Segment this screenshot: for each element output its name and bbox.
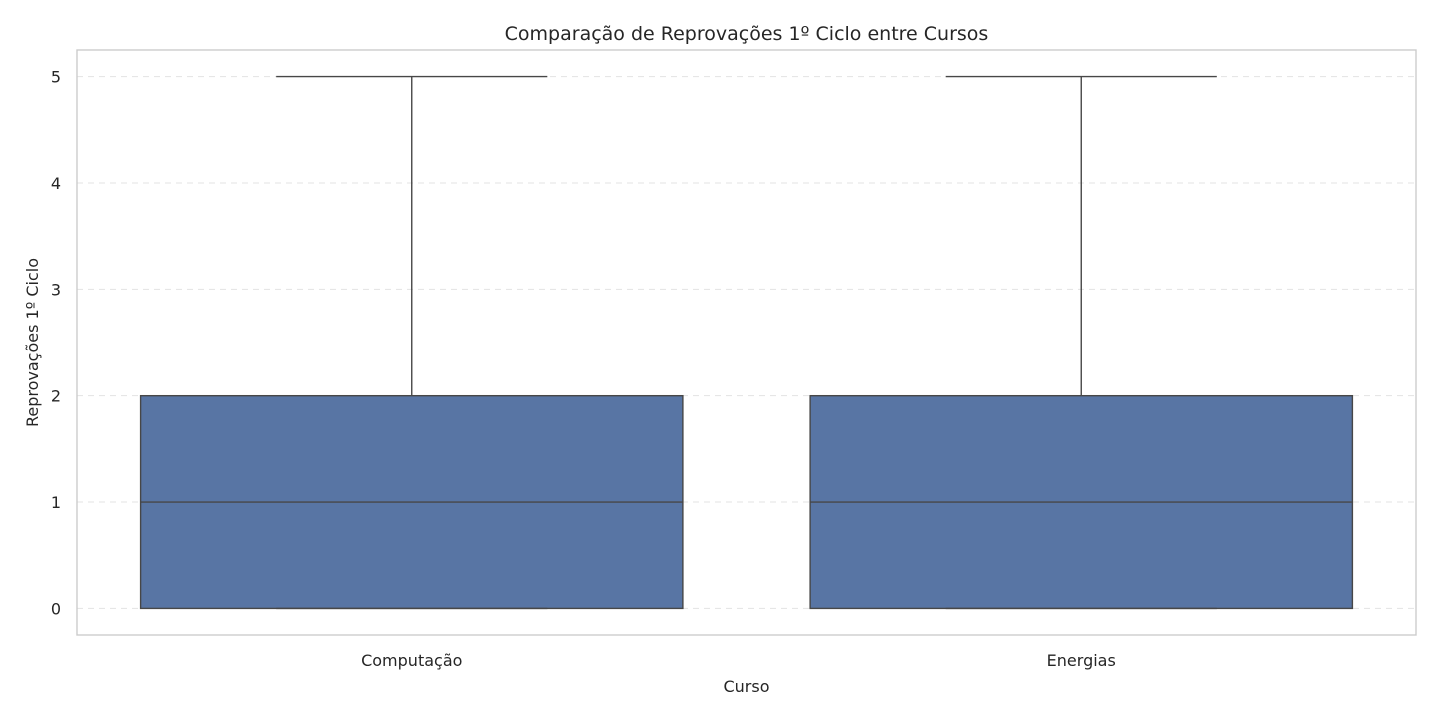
y-tick-label: 4 [51, 174, 61, 193]
y-tick-labels: 0 1 2 3 4 5 [51, 68, 61, 619]
y-axis-label: Reprovações 1º Ciclo [23, 258, 42, 427]
y-tick-label: 3 [51, 280, 61, 299]
x-tick-label: Computação [361, 651, 462, 670]
box-group [809, 75, 1354, 610]
chart-title: Comparação de Reprovações 1º Ciclo entre… [505, 23, 989, 45]
box-layer [139, 75, 1354, 610]
x-tick-label: Energias [1047, 651, 1116, 670]
y-tick-label: 0 [51, 599, 61, 618]
box-group [139, 75, 684, 610]
plot-frame [76, 49, 1417, 636]
x-tick-labels: Computação Energias [361, 651, 1116, 670]
x-axis-label: Curso [723, 677, 769, 696]
y-tick-label: 2 [51, 387, 61, 406]
y-tick-label: 5 [51, 68, 61, 87]
y-tick-label: 1 [51, 493, 61, 512]
